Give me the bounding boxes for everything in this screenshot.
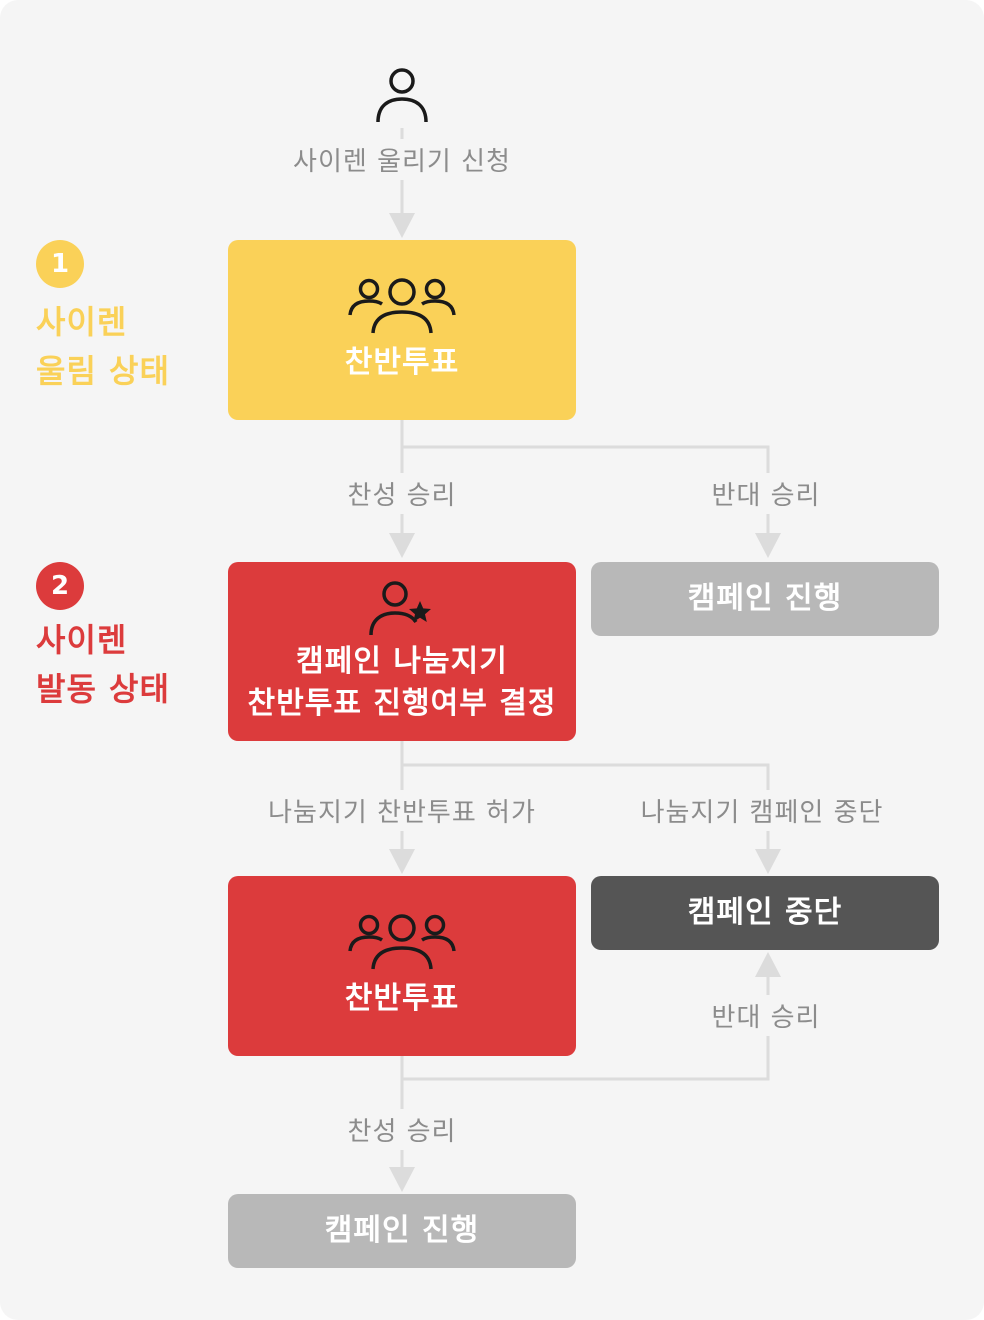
group-icon (348, 914, 456, 970)
vote2-yes-label: 찬성 승리 (347, 1109, 457, 1150)
person-star-icon (369, 580, 431, 635)
stage-2-label: 사이렌 발동 상태 (36, 621, 170, 708)
arrowhead (755, 533, 781, 558)
decision-allow-label: 나눔지기 찬반투표 허가 (268, 790, 536, 831)
campaign-proceed-box-1: 캠페인 진행 (591, 562, 939, 636)
campaign-stop-title: 캠페인 중단 (687, 895, 843, 930)
organizer-decision-line1: 캠페인 나눔지기 (296, 643, 508, 679)
organizer-decision-box: 캠페인 나눔지기 찬반투표 진행여부 결정 (228, 562, 576, 741)
start-request-label: 사이렌 울리기 신청 (293, 139, 511, 180)
arrowhead (389, 1167, 415, 1192)
vote-box-stage2-title: 찬반투표 (344, 981, 460, 1016)
vote1-no-label: 반대 승리 (711, 473, 821, 514)
stage-1-badge: 1 (36, 240, 84, 288)
arrowhead (389, 849, 415, 874)
stage-2-badge: 2 (36, 562, 84, 610)
vote-box-stage1-title: 찬반투표 (344, 345, 460, 380)
arrowhead (389, 533, 415, 558)
organizer-decision-line2: 찬반투표 진행여부 결정 (247, 685, 557, 721)
campaign-proceed-box-2: 캠페인 진행 (228, 1194, 576, 1268)
person-icon (376, 68, 428, 123)
vote2-no-label: 반대 승리 (711, 995, 821, 1036)
arrowhead (755, 849, 781, 874)
arrowhead (389, 213, 415, 238)
decision-stop-label: 나눔지기 캠페인 중단 (640, 790, 884, 831)
campaign-stop-box: 캠페인 중단 (591, 876, 939, 950)
campaign-proceed-1-title: 캠페인 진행 (687, 581, 843, 616)
stage-1-label: 사이렌 울림 상태 (36, 303, 170, 390)
campaign-proceed-2-title: 캠페인 진행 (324, 1213, 480, 1248)
group-icon (348, 278, 456, 334)
vote-box-stage2: 찬반투표 (228, 876, 576, 1056)
arrowhead (755, 952, 781, 977)
vote-box-stage1: 찬반투표 (228, 240, 576, 420)
vote1-yes-label: 찬성 승리 (347, 473, 457, 514)
